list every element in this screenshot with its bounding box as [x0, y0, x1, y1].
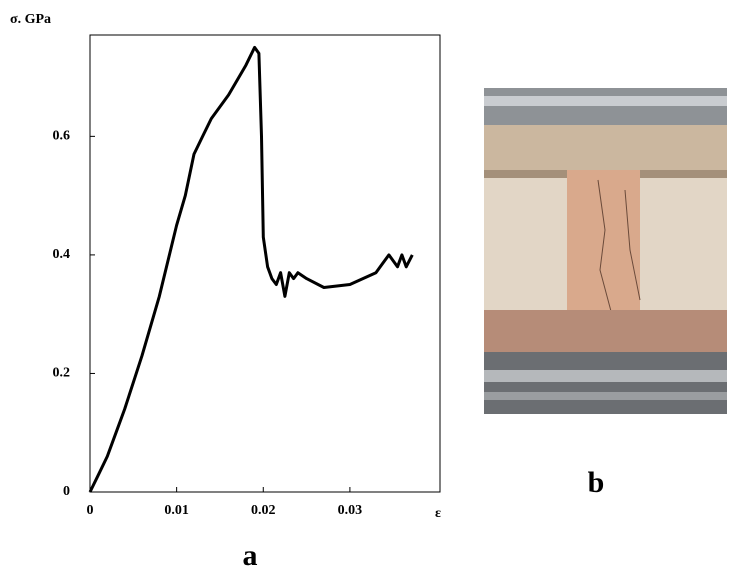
x-tick-label: 0.03 — [338, 503, 363, 518]
y-tick-label: 0.6 — [53, 129, 71, 144]
x-axis-label: ε — [435, 506, 441, 521]
data-line — [88, 45, 414, 493]
photo — [484, 88, 727, 414]
panel-label: b — [588, 466, 605, 499]
y-tick-label: 0.2 — [53, 366, 71, 381]
y-tick-label: 0.4 — [53, 247, 71, 262]
x-tick-label: 0 — [87, 503, 94, 518]
plot-frame — [89, 34, 441, 493]
y-axis-label: σ. GPa — [10, 12, 51, 27]
y-tick-label: 0 — [63, 484, 70, 499]
x-tick-label: 0.02 — [251, 503, 276, 518]
panel-label: a — [243, 539, 258, 572]
x-tick-label: 0.01 — [164, 503, 189, 518]
